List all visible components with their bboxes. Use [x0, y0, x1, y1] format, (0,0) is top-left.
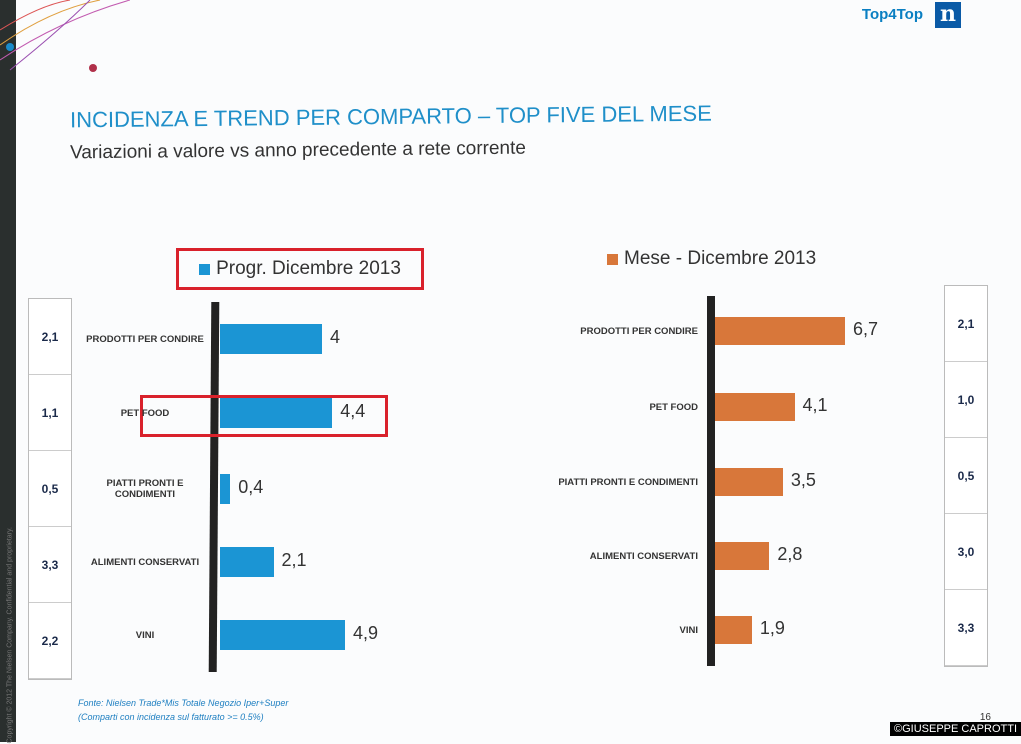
side-value: 2,2 [29, 603, 71, 679]
legend-mese: Mese - Dicembre 2013 [607, 248, 816, 270]
bar [220, 324, 322, 354]
left-dark-strip [0, 0, 16, 742]
bar [715, 542, 770, 570]
legend-label: Progr. Dicembre 2013 [216, 258, 401, 279]
bar [220, 620, 345, 650]
side-value: 3,3 [945, 590, 987, 666]
data-label: 2,8 [777, 544, 803, 564]
right-axis [707, 296, 715, 666]
category-label: ALIMENTI CONSERVATI [90, 556, 200, 568]
legend-swatch [199, 263, 211, 275]
data-label: 4,9 [352, 623, 378, 643]
category-label: VINI [135, 629, 155, 641]
category-label: PRODOTTI PER CONDIRE [580, 325, 698, 337]
category-label: ALIMENTI CONSERVATI [589, 550, 698, 562]
bar [220, 547, 274, 577]
credit: ©GIUSEPPE CAPROTTI [889, 722, 1021, 736]
source-note: Fonte: Nielsen Trade*Mis Totale Negozio … [78, 696, 288, 724]
brand-name: Top4Top [861, 6, 923, 23]
left-axis [208, 301, 220, 673]
bar [715, 468, 783, 496]
side-value: 1,0 [945, 362, 987, 438]
source-text: Fonte: Nielsen Trade*Mis Totale Negozio … [78, 698, 289, 708]
data-label: 6,7 [852, 319, 878, 339]
legend-label: Mese - Dicembre 2013 [624, 248, 817, 269]
bar [715, 616, 752, 644]
category-label: PET FOOD [649, 401, 698, 413]
source-note-text: (Comparti con incidenza sul fatturato >=… [78, 712, 264, 722]
page-number: 16 [979, 712, 991, 723]
bar [220, 398, 333, 428]
side-value: 0,5 [945, 438, 987, 514]
category-label: PRODOTTI PER CONDIRE [86, 333, 204, 345]
side-value: 3,3 [29, 527, 71, 603]
category-label: VINI [679, 624, 698, 636]
page-title: INCIDENZA E TREND PER COMPARTO – TOP FIV… [69, 100, 712, 133]
legend-swatch [607, 253, 618, 265]
category-label: PIATTI PRONTI E CONDIMENTI [106, 478, 184, 500]
nielsen-logo: n [935, 2, 961, 28]
side-value: 2,1 [945, 286, 987, 362]
data-label: 4 [330, 327, 341, 347]
left-side-values: 2,1 1,1 0,5 3,3 2,2 [28, 298, 72, 680]
side-value: 3,0 [945, 514, 987, 590]
legend-progr: Progr. Dicembre 2013 [176, 248, 424, 290]
copyright: Copyright © 2012 The Nielsen Company. Co… [6, 527, 14, 744]
data-label: 1,9 [759, 618, 785, 638]
side-value: 0,5 [29, 451, 71, 527]
data-label: 4,4 [340, 401, 366, 421]
data-label: 3,5 [790, 470, 816, 490]
pet-food-highlight [140, 395, 388, 437]
side-value: 2,1 [29, 299, 71, 375]
bar [715, 393, 795, 421]
data-label: 4,1 [802, 395, 828, 415]
category-label: PET FOOD [120, 407, 170, 419]
bar [220, 474, 231, 504]
data-label: 2,1 [281, 550, 307, 570]
right-side-values: 2,1 1,0 0,5 3,0 3,3 [944, 285, 988, 667]
decorative-arcs [0, 0, 130, 72]
category-label: PIATTI PRONTI E CONDIMENTI [558, 476, 698, 488]
bar [715, 317, 845, 345]
data-label: 0,4 [238, 477, 264, 497]
side-value: 1,1 [29, 375, 71, 451]
page-subtitle: Variazioni a valore vs anno precedente a… [69, 137, 527, 164]
